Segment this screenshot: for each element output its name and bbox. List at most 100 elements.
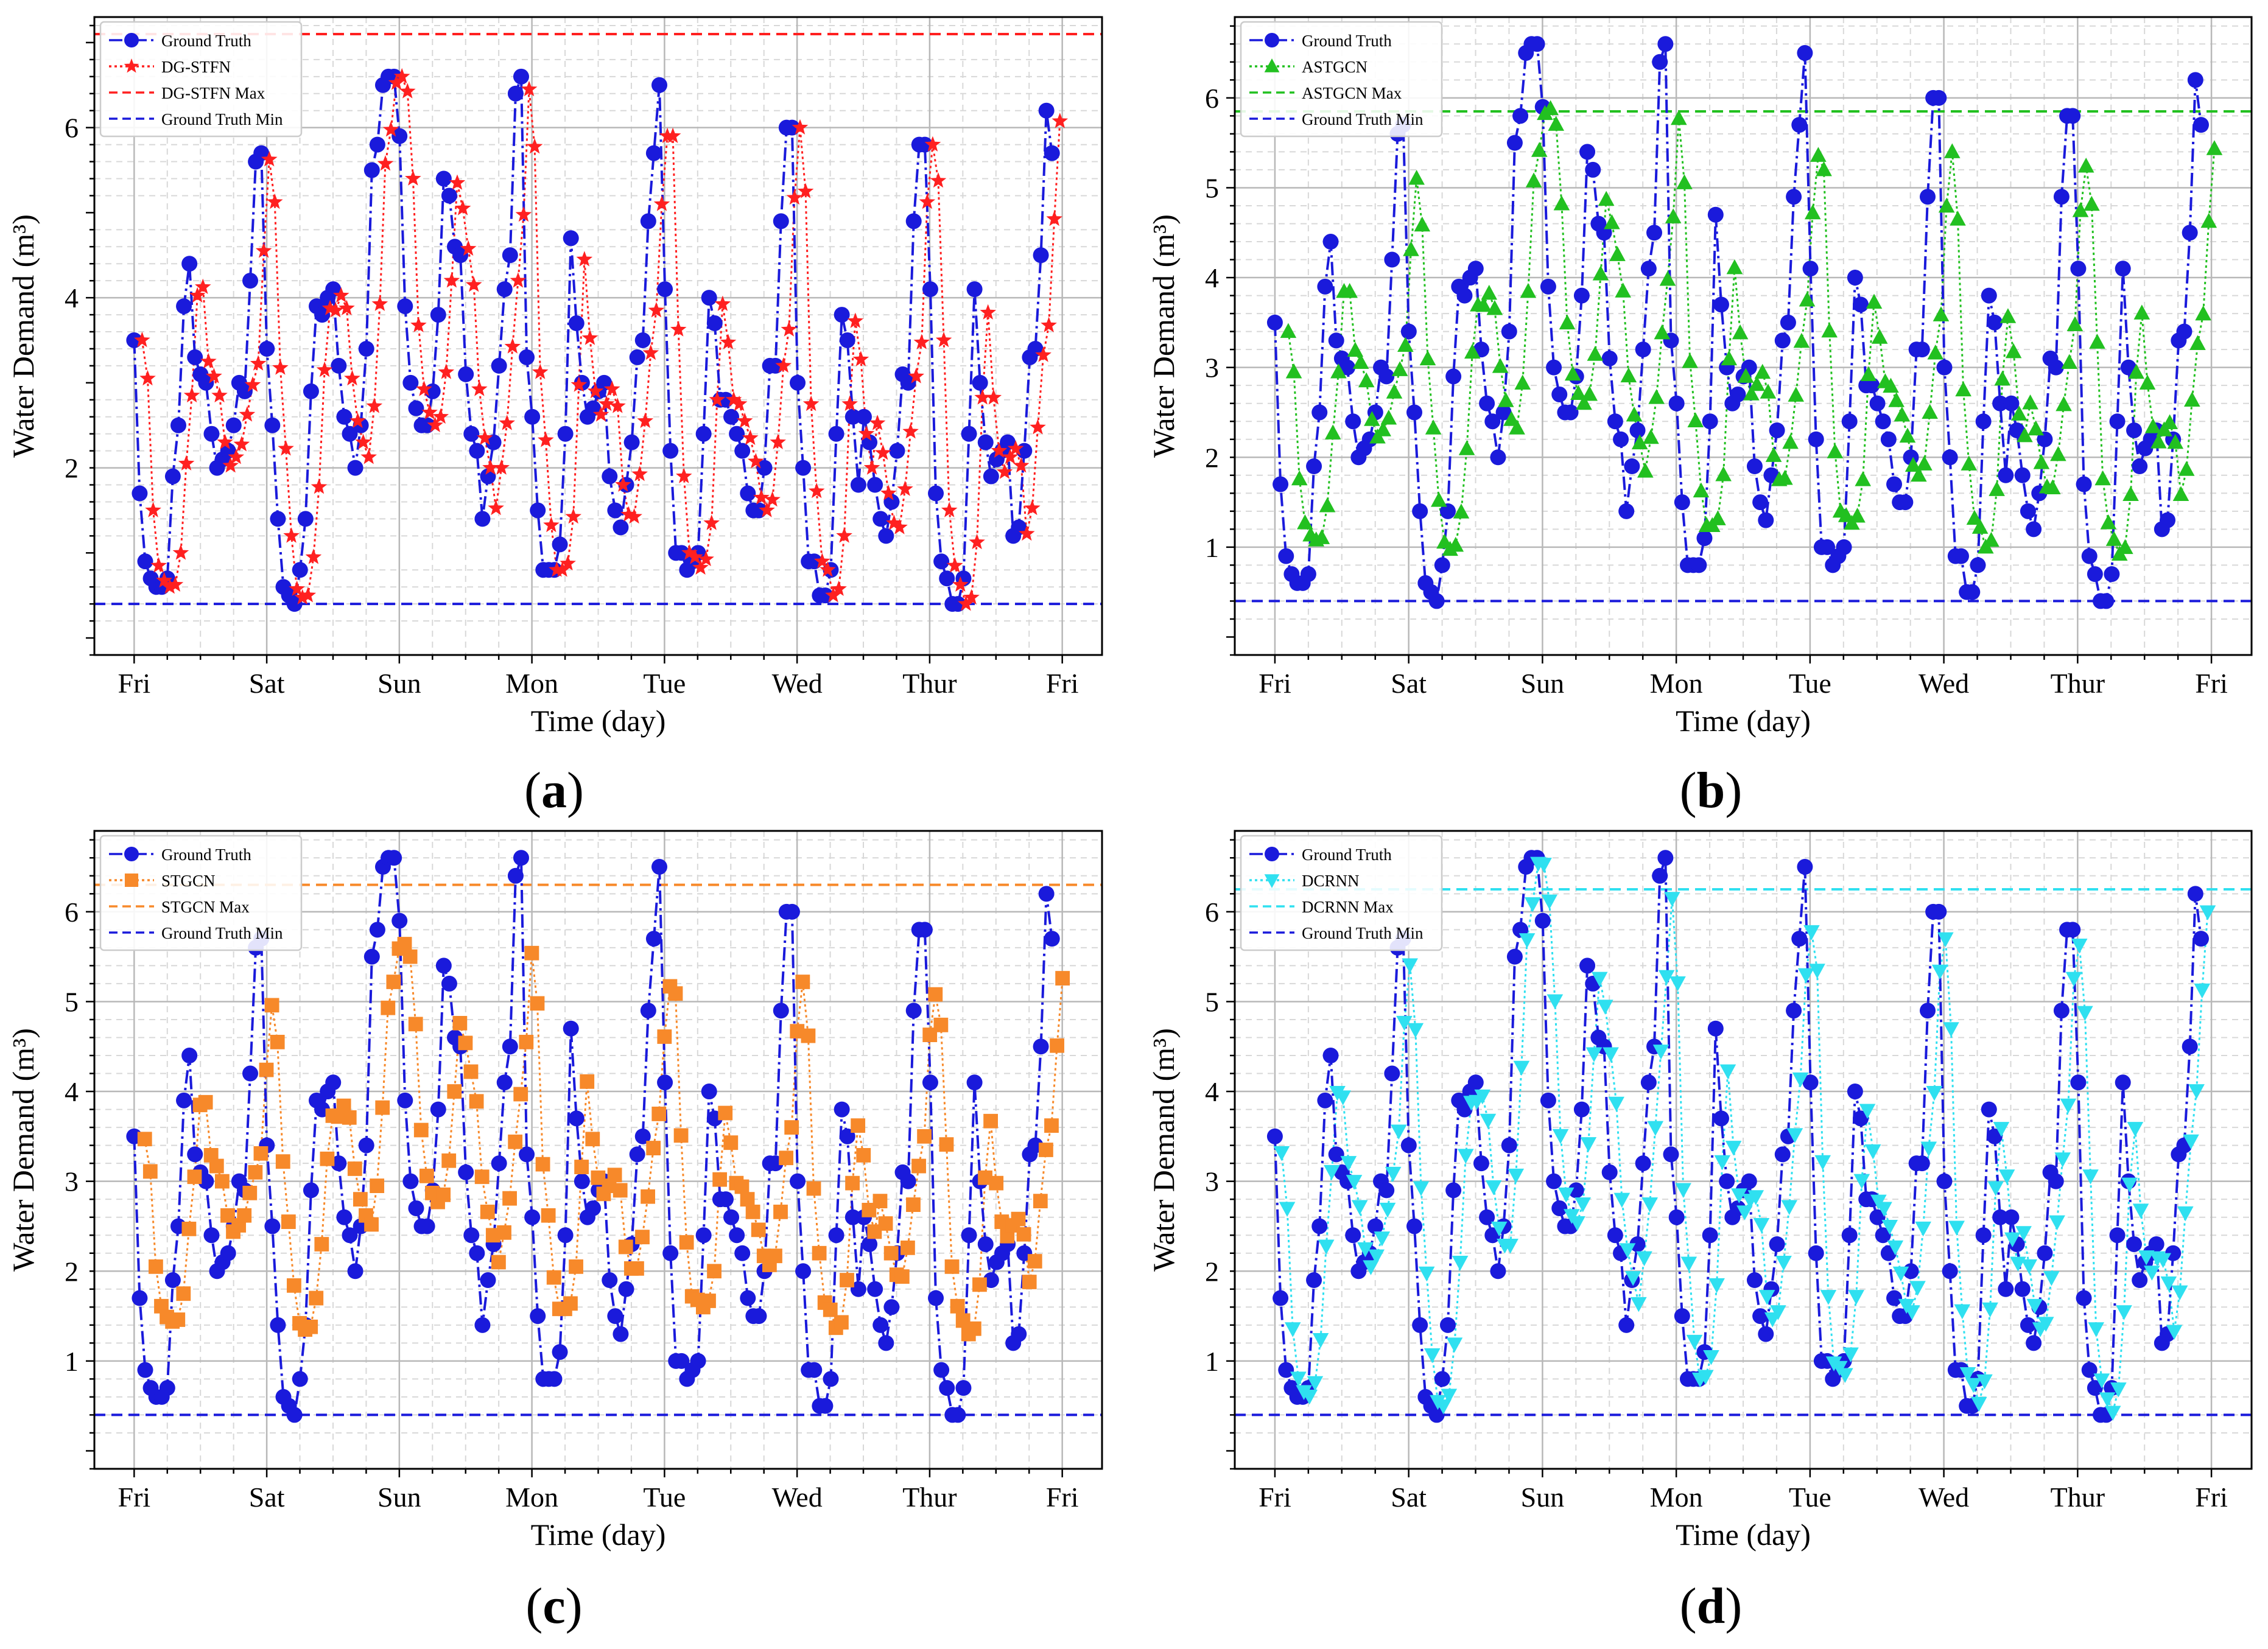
ground-truth-point — [850, 1281, 866, 1297]
prediction-point — [1403, 241, 1419, 256]
ground-truth-point — [1886, 1290, 1903, 1306]
ground-truth-point — [402, 1173, 419, 1189]
prediction-point — [413, 1122, 429, 1138]
ground-truth-point — [1998, 1281, 2014, 1297]
prediction-point — [463, 1064, 479, 1079]
prediction-point — [908, 368, 924, 383]
prediction-point — [701, 1294, 716, 1308]
prediction-point — [1636, 1251, 1652, 1267]
prediction-point — [2077, 158, 2094, 173]
prediction-point — [1386, 383, 1403, 399]
x-tick-label: Tue — [643, 1482, 686, 1513]
prediction-point — [748, 453, 764, 469]
x-tick-label: Mon — [505, 668, 558, 699]
prediction-point — [2054, 1152, 2071, 1168]
ground-truth-point — [1741, 1173, 1757, 1189]
ground-truth-point — [2109, 413, 2126, 430]
prediction-point — [1518, 933, 1536, 948]
prediction-point — [1291, 470, 1308, 486]
prediction-point — [1664, 892, 1680, 907]
ground-truth-point — [1841, 413, 1858, 430]
prediction-point — [239, 406, 256, 422]
prediction-point — [1044, 1118, 1059, 1133]
panel-caption-d: (d) — [1679, 1578, 1743, 1634]
ground-truth-point — [939, 570, 955, 587]
ground-truth-point — [1585, 161, 1601, 178]
prediction-point — [1654, 324, 1671, 340]
legend-swatch-marker — [1264, 874, 1280, 888]
ground-truth-point — [2109, 1227, 2126, 1244]
x-tick-label: Sat — [249, 668, 285, 699]
prediction-point — [519, 1034, 534, 1049]
legend: Ground Truth DG-STFN DG-STFN Max Ground Tru… — [99, 21, 303, 138]
y-tick-label: 2 — [65, 453, 79, 484]
ground-truth-point — [773, 1003, 789, 1019]
ground-truth-point — [1624, 458, 1640, 475]
ground-truth-point — [1306, 458, 1322, 475]
prediction-point — [820, 561, 836, 577]
prediction-point — [513, 1087, 528, 1102]
ground-truth-point — [270, 1317, 286, 1333]
prediction-point — [2005, 343, 2022, 359]
ground-truth-point — [303, 383, 319, 399]
ground-truth-point — [557, 425, 574, 442]
y-tick-label: 6 — [1205, 897, 1219, 928]
ground-truth-point — [1931, 903, 1947, 920]
prediction-point — [851, 1118, 866, 1133]
prediction-point — [581, 329, 599, 345]
ground-truth-point — [2187, 72, 2203, 88]
ground-truth-point — [1696, 530, 1713, 547]
prediction-point — [1971, 519, 1989, 534]
prediction-point — [2037, 1317, 2054, 1332]
prediction-point — [773, 1204, 788, 1219]
prediction-point — [1591, 972, 1608, 987]
ground-truth-point — [1266, 314, 1283, 331]
ground-truth-point — [242, 1065, 259, 1082]
prediction-point — [206, 368, 222, 383]
ground-truth-point — [1707, 206, 1724, 223]
prediction-point — [189, 287, 206, 303]
ground-truth-point — [342, 1227, 358, 1244]
ground-truth-point — [2026, 1335, 2042, 1351]
ground-truth-point — [1038, 102, 1055, 119]
ground-truth-point — [1802, 261, 1819, 277]
ground-truth-point — [867, 477, 883, 493]
prediction-point — [1827, 443, 1844, 458]
prediction-point — [1959, 1367, 1976, 1382]
prediction-point — [1497, 392, 1514, 407]
ground-truth-point — [1490, 1263, 1506, 1280]
y-tick-label: 6 — [1205, 83, 1219, 114]
prediction-point — [339, 299, 355, 315]
ground-truth-point — [2132, 1272, 2148, 1289]
legend-entry-label: DG-STFN — [161, 58, 231, 76]
y-axis: 1 2 3 4 5 6 Water Demand (m³) — [1146, 839, 1235, 1470]
ground-truth-point — [292, 1371, 308, 1387]
prediction-point — [170, 1312, 186, 1327]
prediction-point — [1792, 1072, 1809, 1088]
panel-caption-c: (c) — [525, 1578, 583, 1634]
prediction-point — [742, 429, 759, 445]
x-axis: Fri Sat Sun Mon Tue Wed Thur Fri Time (day) — [118, 1469, 1079, 1552]
prediction-point — [1920, 1141, 1937, 1157]
prediction-point — [1513, 1060, 1530, 1076]
ground-truth-point — [1808, 431, 1824, 447]
prediction-point — [569, 1259, 583, 1274]
ground-truth-point — [1484, 413, 1501, 430]
prediction-point — [991, 442, 1008, 458]
prediction-point — [1559, 314, 1576, 330]
ground-truth-point — [325, 1074, 342, 1091]
ground-truth-point — [1613, 431, 1629, 447]
x-tick-label: Fri — [1046, 668, 1079, 699]
prediction-point — [360, 449, 377, 464]
ground-truth-point — [2048, 1173, 2064, 1189]
ground-truth-point — [1479, 395, 1495, 411]
prediction-point — [563, 1296, 578, 1311]
prediction-point — [480, 1204, 495, 1219]
ground-truth-point — [2070, 261, 2087, 277]
prediction-point — [454, 200, 471, 215]
prediction-point — [576, 251, 593, 267]
prediction-point — [477, 429, 493, 445]
prediction-point — [806, 1181, 821, 1196]
prediction-point — [469, 1094, 484, 1109]
prediction-point — [1965, 1378, 1982, 1393]
